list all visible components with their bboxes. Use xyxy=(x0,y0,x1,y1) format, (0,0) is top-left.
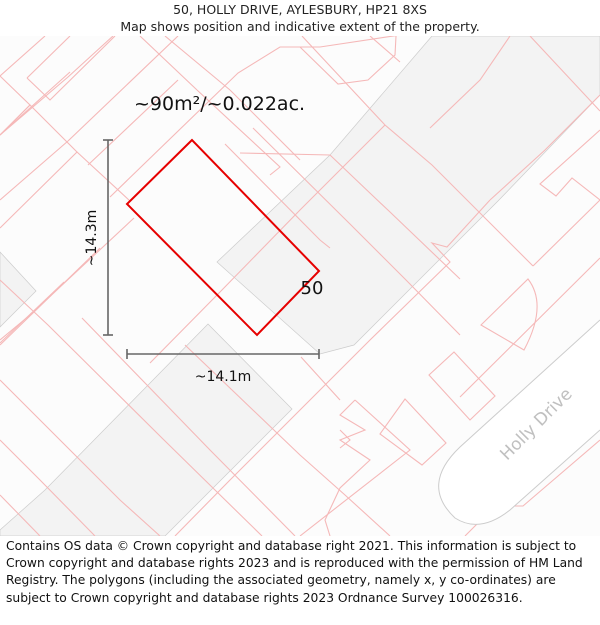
building-terrace-upper xyxy=(216,36,600,355)
property-boundary[interactable] xyxy=(125,138,321,337)
height-measure xyxy=(103,139,113,336)
area-label: ~90m²/~0.022ac. xyxy=(134,93,305,115)
property-address-title: 50, HOLLY DRIVE, AYLESBURY, HP21 8XS xyxy=(173,2,427,17)
height-label: ~14.3m xyxy=(84,210,100,267)
building-left-edge xyxy=(0,251,37,328)
parcel-boundaries xyxy=(0,36,600,536)
map-subtitle: Map shows position and indicative extent… xyxy=(120,19,480,34)
holly-drive-road xyxy=(438,319,600,525)
width-measure xyxy=(126,349,320,359)
width-label: ~14.1m xyxy=(195,369,252,385)
map-canvas: ~90m²/~0.022ac. ~14.3m ~14.1m 50 Holly D… xyxy=(0,36,600,536)
copyright-notice: Contains OS data © Crown copyright and d… xyxy=(6,539,583,605)
house-number-label: 50 xyxy=(301,278,324,299)
header: 50, HOLLY DRIVE, AYLESBURY, HP21 8XS Map… xyxy=(0,0,600,36)
property-map[interactable]: ~90m²/~0.022ac. ~14.3m ~14.1m 50 Holly D… xyxy=(0,36,600,536)
